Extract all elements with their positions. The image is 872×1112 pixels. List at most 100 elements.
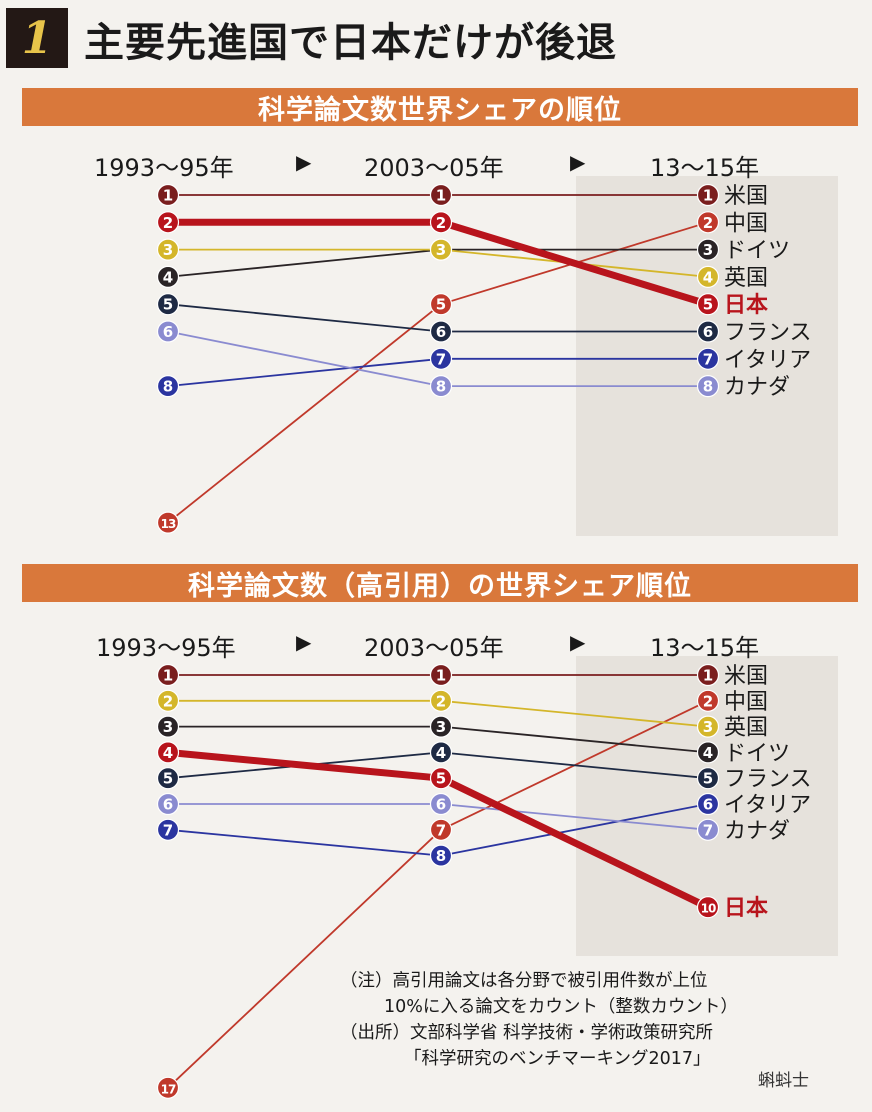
- rank-number-label: 4: [703, 744, 713, 762]
- rank-number-label: 5: [163, 296, 173, 314]
- series-name-label: カナダ: [724, 375, 790, 400]
- rank-marker: [429, 844, 453, 867]
- rank-number-label: 3: [163, 718, 173, 736]
- series-name-label: カナダ: [724, 819, 790, 844]
- chart2-period-label: 13～15年: [650, 634, 760, 662]
- rank-number-label: 7: [163, 821, 173, 839]
- rank-marker: [696, 238, 720, 261]
- chart2-title-banner: 科学論文数（高引用）の世界シェア順位: [22, 564, 858, 602]
- rank-marker: [429, 183, 453, 207]
- rank-number-label: 2: [436, 692, 446, 710]
- rank-number-label: 3: [163, 241, 173, 259]
- rank-number-label: 1: [703, 667, 713, 685]
- rank-marker: [156, 741, 180, 764]
- series-name-label: ドイツ: [724, 239, 790, 264]
- rank-number-label: 8: [436, 378, 446, 396]
- rank-number-label: 7: [703, 821, 713, 839]
- series-name-label: 英国: [724, 716, 768, 741]
- rank-number-label: 6: [163, 796, 173, 814]
- rank-number-label: 17: [161, 1082, 176, 1096]
- chart1-period-label: 2003～05年: [364, 154, 504, 182]
- rank-marker: [696, 767, 720, 790]
- rank-marker: [156, 511, 180, 534]
- series-name-label: 英国: [724, 266, 768, 291]
- rank-number-label: 6: [703, 796, 713, 814]
- rank-number-label: 6: [703, 323, 713, 341]
- rank-marker: [696, 320, 720, 343]
- rank-number-label: 7: [703, 350, 713, 368]
- chart2-arrow-icon: ▶: [570, 630, 586, 654]
- rank-marker: [696, 741, 720, 764]
- rank-marker: [429, 238, 453, 261]
- footnote-line: 10%に入る論文をカウント（整数カウント）: [384, 997, 738, 1017]
- chart1-arrow-icon: ▶: [296, 150, 312, 174]
- chart1-title-banner: 科学論文数世界シェアの順位: [22, 88, 858, 126]
- rank-number-label: 10: [701, 902, 716, 916]
- rank-marker: [429, 320, 453, 343]
- series-name-label: 中国: [724, 211, 768, 236]
- rank-marker: [156, 375, 180, 398]
- series-name-label: 日本: [724, 293, 768, 318]
- rank-marker: [696, 818, 720, 841]
- rank-marker: [156, 1076, 180, 1099]
- footnotes: （注）高引用論文は各分野で被引用件数が上位 10%に入る論文をカウント（整数カウ…: [338, 968, 808, 1072]
- rank-marker: [156, 715, 180, 738]
- chart2-arrow-icon: ▶: [296, 630, 312, 654]
- rank-number-label: 4: [436, 744, 446, 762]
- rank-number-label: 1: [703, 187, 713, 205]
- series-line-日本: [168, 218, 710, 308]
- chart2-period-label: 2003～05年: [364, 634, 504, 662]
- rank-number-label: 7: [436, 821, 446, 839]
- rank-marker: [696, 896, 720, 919]
- rank-marker: [696, 211, 720, 234]
- rank-number-label: 5: [703, 296, 713, 314]
- rank-number-label: 2: [703, 692, 713, 710]
- rank-marker: [429, 293, 453, 316]
- rank-marker: [156, 689, 180, 712]
- rank-number-label: 8: [703, 378, 713, 396]
- rank-number-label: 2: [163, 214, 173, 232]
- rank-marker: [696, 347, 720, 370]
- rank-marker: [429, 663, 453, 687]
- series-line-中国: [167, 221, 709, 524]
- rank-marker: [429, 741, 453, 764]
- rank-marker: [156, 767, 180, 790]
- page-title: 主要先進国で日本だけが後退: [84, 20, 617, 66]
- rank-number-label: 2: [163, 692, 173, 710]
- section-number-badge: 1: [6, 8, 68, 68]
- rank-number-label: 3: [436, 718, 446, 736]
- chart1-period-label: 13～15年: [650, 154, 760, 182]
- rank-number-label: 5: [163, 770, 173, 788]
- chart2-period-label: 1993～95年: [96, 634, 236, 662]
- rank-number-label: 6: [436, 796, 446, 814]
- rank-number-label: 5: [436, 770, 446, 788]
- rank-number-label: 6: [436, 323, 446, 341]
- rank-number-label: 1: [163, 667, 173, 685]
- rank-marker: [696, 663, 720, 687]
- rank-marker: [156, 818, 180, 841]
- rank-number-label: 4: [163, 268, 173, 286]
- series-name-label: 米国: [724, 184, 768, 209]
- rank-marker: [696, 689, 720, 712]
- rank-marker: [429, 375, 453, 398]
- series-name-label: イタリア: [724, 348, 811, 373]
- rank-marker: [156, 183, 180, 207]
- rank-number-label: 13: [161, 517, 176, 531]
- rank-marker: [156, 238, 180, 261]
- rank-number-label: 2: [703, 214, 713, 232]
- rank-marker: [696, 183, 720, 207]
- rank-number-label: 3: [436, 241, 446, 259]
- rank-marker: [156, 320, 180, 343]
- rank-marker: [696, 265, 720, 289]
- chart1-rank-plot: 111米国1352中国433ドイツ334英国566フランス877イタリア688カ…: [156, 183, 812, 534]
- rank-marker: [156, 663, 180, 687]
- rank-number-label: 5: [703, 770, 713, 788]
- rank-number-label: 2: [436, 214, 446, 232]
- rank-marker: [429, 767, 453, 790]
- series-name-label: 日本: [724, 896, 768, 921]
- rank-number-label: 1: [436, 187, 446, 205]
- footnote-line: （注）高引用論文は各分野で被引用件数が上位: [340, 971, 708, 991]
- rank-number-label: 3: [703, 718, 713, 736]
- rank-number-label: 4: [163, 744, 173, 762]
